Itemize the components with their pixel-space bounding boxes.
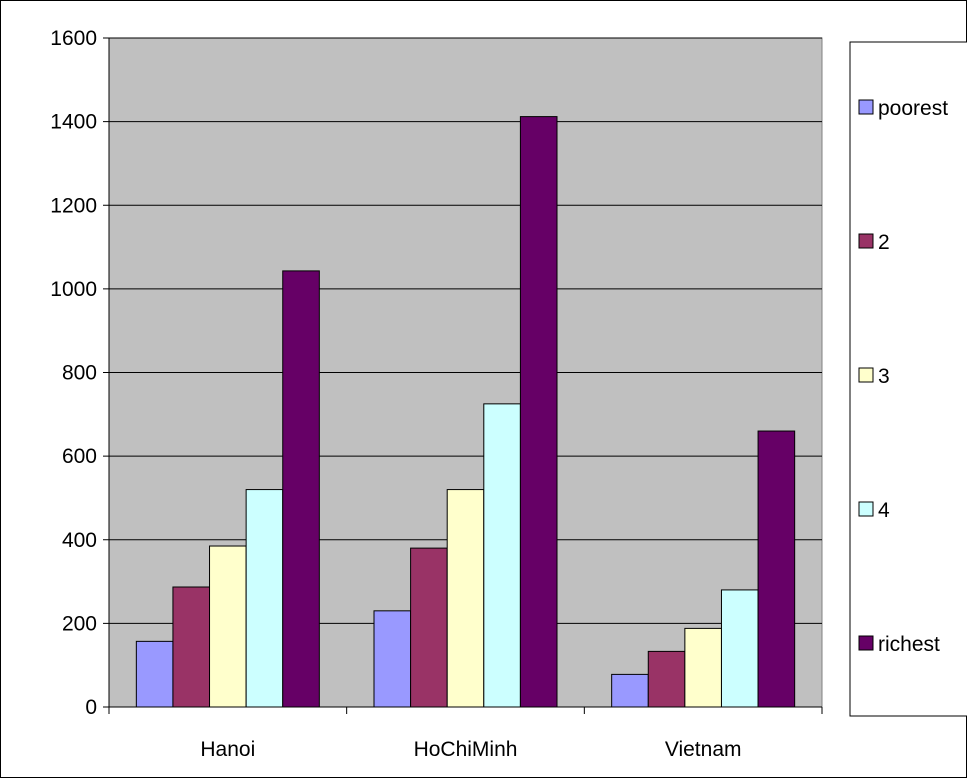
x-category-label-vietnam: Vietnam [665, 738, 742, 761]
legend-label-4: 4 [878, 499, 890, 522]
legend-label-2: 2 [878, 231, 890, 254]
bar-hochiminh-4 [483, 403, 521, 708]
legend-swatch-2 [858, 233, 874, 249]
bars [135, 116, 796, 708]
legend-swatch-3 [858, 367, 874, 383]
y-tick-label-1200: 1200 [50, 194, 97, 217]
legend-swatch-richest [858, 635, 874, 651]
legend-label-3: 3 [878, 365, 890, 388]
y-tick-label-600: 600 [62, 445, 97, 468]
axes [103, 37, 823, 714]
bar-hanoi-4 [245, 489, 284, 708]
x-category-label-hanoi: Hanoi [200, 738, 255, 761]
x-category-labels: Hanoi HoChiMinh Vietnam [200, 738, 741, 761]
legend: poorest 2 3 4 richest [849, 41, 967, 717]
y-tick-label-1400: 1400 [50, 111, 97, 134]
y-tick-label-400: 400 [62, 529, 97, 552]
y-tick-label-1600: 1600 [50, 27, 97, 50]
legend-swatch-4 [858, 501, 874, 517]
legend-swatch-poorest [858, 99, 874, 115]
bar-vietnam-richest [757, 430, 796, 708]
x-category-label-hochiminh: HoChiMinh [414, 738, 518, 761]
bar-hochiminh-poorest [373, 610, 412, 708]
bar-hanoi-2 [172, 586, 211, 708]
bar-hochiminh-2 [410, 547, 448, 708]
bar-hanoi-richest [282, 270, 320, 708]
y-tick-label-0: 0 [85, 696, 97, 719]
y-tick-label-800: 800 [62, 362, 97, 385]
bar-hochiminh-richest [519, 116, 558, 708]
bar-hochiminh-3 [446, 489, 485, 708]
bar-vietnam-2 [647, 650, 686, 708]
y-tick-labels: 0 200 400 600 800 1000 1200 1400 1600 [50, 27, 97, 719]
bar-hanoi-3 [209, 545, 247, 708]
y-tick-label-1000: 1000 [50, 278, 97, 301]
bar-hanoi-poorest [135, 640, 174, 708]
bar-vietnam-3 [684, 627, 722, 708]
legend-label-richest: richest [878, 633, 940, 656]
bar-vietnam-poorest [611, 673, 649, 708]
bar-vietnam-4 [720, 589, 759, 708]
legend-label-poorest: poorest [878, 97, 948, 120]
y-tick-label-200: 200 [62, 612, 97, 635]
